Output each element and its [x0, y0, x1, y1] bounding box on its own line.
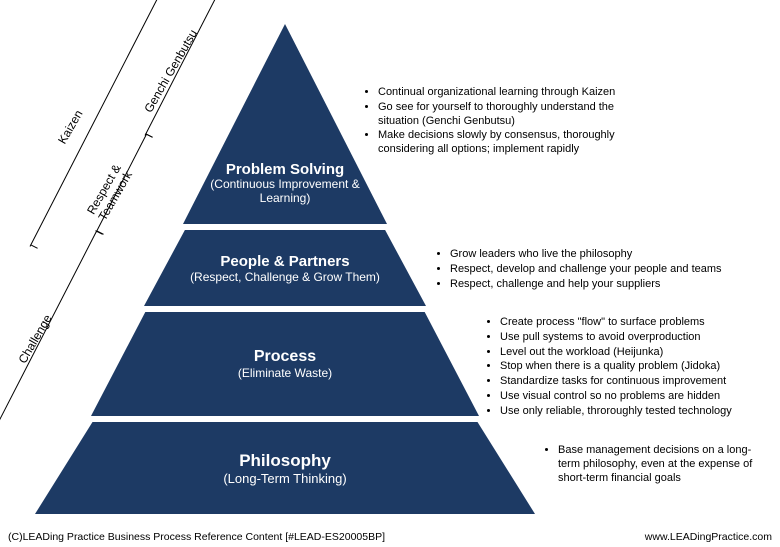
tier-subtitle: (Respect, Challenge & Grow Them) — [190, 270, 380, 284]
bullets-philosophy: Base management decisions on a long-term… — [546, 444, 770, 486]
bullet-item: Base management decisions on a long-term… — [558, 444, 770, 485]
bullet-item: Stop when there is a quality problem (Ji… — [500, 360, 768, 374]
pyramid-diagram: Problem Solving (Continuous Improvement … — [0, 0, 780, 547]
tier-title: Process — [254, 348, 316, 366]
bullet-item: Use visual control so no problems are hi… — [500, 390, 768, 404]
tier-subtitle: (Long-Term Thinking) — [223, 471, 346, 486]
tier-title: Philosophy — [239, 451, 331, 471]
footer: (C)LEADing Practice Business Process Ref… — [8, 531, 772, 543]
side-label-respect: Respect & Teamwork — [85, 162, 134, 223]
bracket-kaizen-tick-bot — [30, 244, 38, 249]
bullet-item: Standardize tasks for continuous improve… — [500, 375, 768, 389]
bullet-item: Use pull systems to avoid overproduction — [500, 331, 768, 345]
bullets-problem-solving: Continual organizational learning throug… — [366, 86, 626, 158]
bullet-item: Level out the workload (Heijunka) — [500, 346, 768, 360]
bullet-item: Grow leaders who live the philosophy — [450, 248, 738, 262]
tier-process: Process (Eliminate Waste) — [91, 312, 479, 416]
bracket-challenge — [0, 232, 96, 439]
tier-subtitle: (Eliminate Waste) — [238, 366, 332, 380]
bracket-genchi — [145, 0, 217, 136]
footer-left: (C)LEADing Practice Business Process Ref… — [8, 531, 385, 543]
tier-title: People & Partners — [220, 253, 349, 270]
bullet-item: Continual organizational learning throug… — [378, 86, 626, 100]
side-label-kaizen: Kaizen — [55, 108, 85, 147]
bullets-process: Create process "flow" to surface problem… — [488, 316, 768, 419]
bullet-item: Respect, challenge and help your supplie… — [450, 278, 738, 292]
bullet-item: Respect, develop and challenge your peop… — [450, 263, 738, 277]
tier-philosophy: Philosophy (Long-Term Thinking) — [35, 422, 535, 514]
bullets-people-partners: Grow leaders who live the philosophy Res… — [438, 248, 738, 292]
bullet-item: Make decisions slowly by consensus, thor… — [378, 129, 626, 157]
tier-people-partners: People & Partners (Respect, Challenge & … — [144, 230, 426, 306]
bullet-item: Go see for yourself to thoroughly unders… — [378, 101, 626, 129]
tier-title: Problem Solving — [226, 161, 344, 178]
footer-right: www.LEADingPractice.com — [645, 531, 772, 543]
tier-problem-solving: Problem Solving (Continuous Improvement … — [183, 24, 387, 224]
side-label-challenge: Challenge — [15, 312, 54, 366]
bullet-item: Use only reliable, throroughly tested te… — [500, 405, 768, 419]
bullet-item: Create process "flow" to surface problem… — [500, 316, 768, 330]
side-label-genchi: Genchi Genbutsu — [141, 27, 200, 115]
tier-subtitle: (Continuous Improvement & Learning) — [200, 178, 370, 206]
